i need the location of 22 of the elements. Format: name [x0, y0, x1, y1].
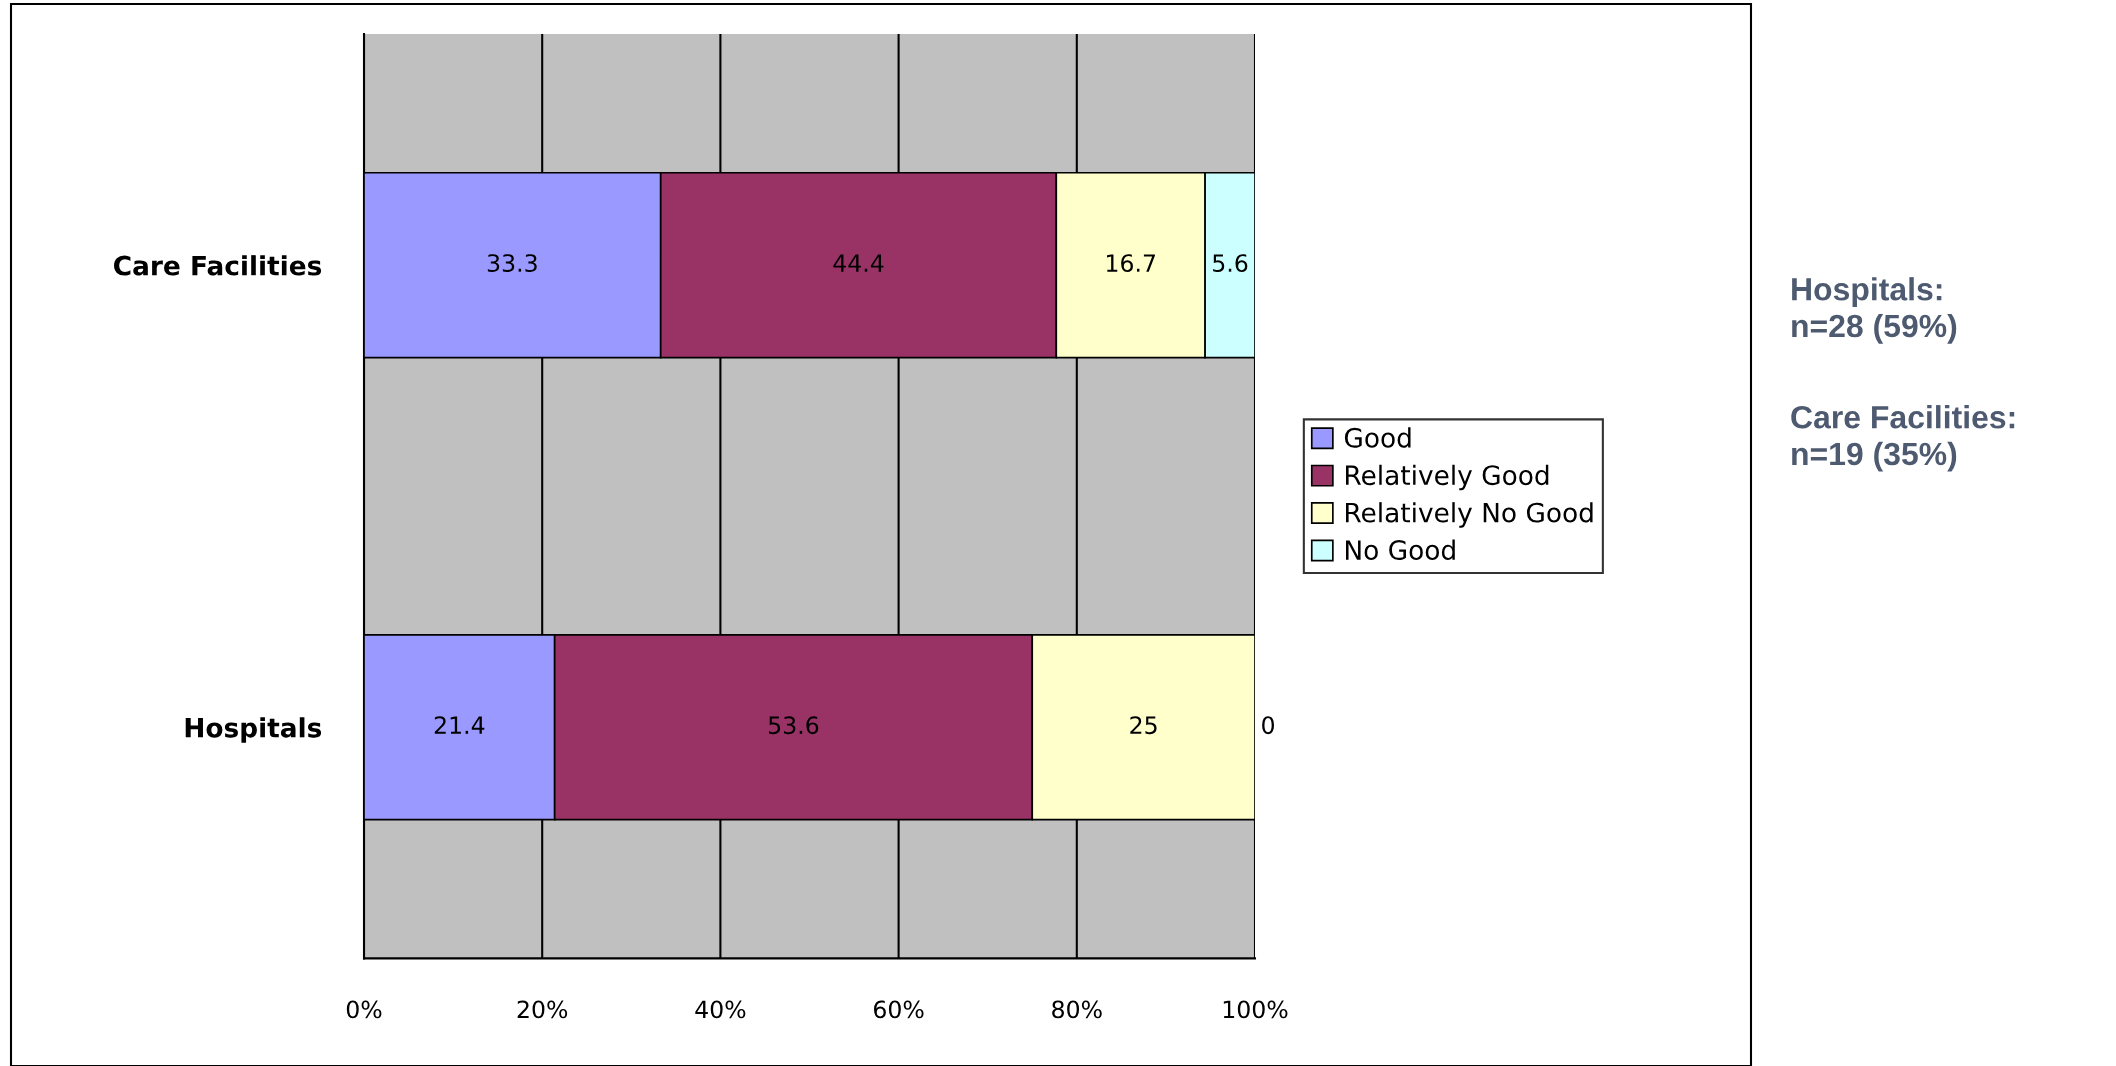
y-tick-label: Hospitals	[185, 717, 322, 743]
legend-label: Relatively Good	[1346, 464, 1549, 491]
data-label: 16.7	[1107, 254, 1155, 273]
x-tick-label: 20%	[517, 1000, 568, 1019]
x-tick-label: 100%	[1223, 1000, 1288, 1019]
legend-label: Good	[1344, 427, 1411, 448]
text: Hospitals: n=28 (59%)	[1792, 277, 1957, 344]
data-label: 33.3	[487, 254, 537, 273]
data-label: 44.4	[833, 254, 884, 272]
data-label: 5.6	[1213, 254, 1248, 273]
x-tick-label: 0%	[346, 1000, 382, 1019]
data-label: 21.4	[434, 716, 485, 734]
legend-label: No Good	[1346, 539, 1455, 560]
x-tick-label: 80%	[1052, 1000, 1102, 1019]
data-label: 25	[1130, 716, 1157, 735]
legend-label: Relatively No Good	[1346, 502, 1593, 528]
text: Care Facilities: n=19 (35%)	[1791, 405, 2015, 472]
x-tick-label: 40%	[695, 1000, 746, 1019]
x-tick-label: 60%	[874, 1000, 924, 1019]
y-tick-label: Care Facilities	[114, 255, 322, 276]
data-label: 0	[1262, 716, 1275, 735]
data-label: 53.6	[769, 716, 819, 735]
